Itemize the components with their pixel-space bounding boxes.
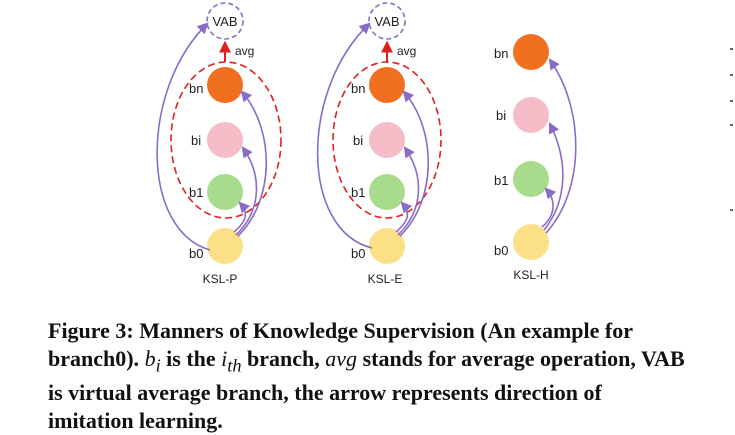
node-label-bi: bi [353,133,363,148]
node-bi [207,122,243,158]
arrow-b0-to-bi [543,121,564,231]
node-label-b0: b0 [494,243,508,258]
node-b0 [369,228,405,264]
caption-text-3: branch, [241,346,326,371]
node-label-bn: bn [351,81,365,96]
node-bi [513,97,549,133]
node-b1 [207,174,243,210]
arrow-b0-to-bi [235,146,258,236]
node-label-bi: bi [496,108,506,123]
node-label-b1: b1 [351,185,365,200]
caption-figure-label: Figure 3: [48,318,134,343]
caption-text-2: is the [160,346,222,371]
edge-tick [730,74,733,76]
node-label-bn: bn [189,81,203,96]
panel-label: KSL-H [513,268,548,282]
panel-label: KSL-E [368,272,403,286]
caption-text-1: Manners of Knowledge Supervision (An exa… [48,318,633,371]
vab-node [368,2,406,40]
caption-ith: ith [221,346,242,376]
average-group-ellipse [332,61,442,219]
node-bn [369,67,405,103]
edge-tick [730,209,733,211]
arrow-b0-to-bn [237,90,268,237]
avg-label: avg [397,44,416,58]
node-label-b0: b0 [351,246,365,261]
node-bn [207,67,243,103]
arrow-b0-to-bn [399,90,430,237]
panel-ksl-h: bn bi b1 b0 KSL-H [494,34,577,282]
node-label-b1: b1 [494,173,508,188]
arrow-b0-to-vab [316,22,373,249]
edge-tick [730,48,733,50]
vab-node [206,2,244,40]
caption-avg: avg [325,346,358,371]
arrow-b0-to-vab [156,22,211,251]
node-label-bi: bi [191,133,201,148]
node-b1 [513,161,549,197]
figure-diagram: VAB avg bn bi b1 b0 KSL-P VAB avg bn bi [156,2,577,286]
arrow-b0-to-b1 [541,187,557,228]
node-label-bn: bn [494,46,508,61]
figure-caption: Figure 3: Manners of Knowledge Supervisi… [48,317,688,435]
node-label-b1: b1 [189,185,203,200]
panel-label: KSL-P [203,272,238,286]
node-label-b0: b0 [189,246,203,261]
node-bn [513,34,549,70]
avg-label: avg [235,44,254,58]
panel-ksl-p: VAB avg bn bi b1 b0 KSL-P [156,2,282,286]
node-b0 [207,228,243,264]
average-group-ellipse [170,61,282,219]
arrow-b0-to-b1 [233,201,251,233]
caption-bi: bi [144,346,161,376]
edge-tick [730,100,733,102]
arrow-b0-to-bn [545,58,577,234]
node-b0 [513,224,549,260]
arrow-b0-to-bi [397,146,420,236]
edge-tick [730,124,733,126]
vab-label: VAB [374,14,399,29]
node-b1 [369,174,405,210]
node-bi [369,122,405,158]
panel-ksl-e: VAB avg bn bi b1 b0 KSL-E [316,2,442,286]
arrow-b0-to-b1 [395,201,413,233]
vab-label: VAB [212,14,237,29]
caption-text-4: stands for average operation, VAB is vir… [48,346,685,434]
